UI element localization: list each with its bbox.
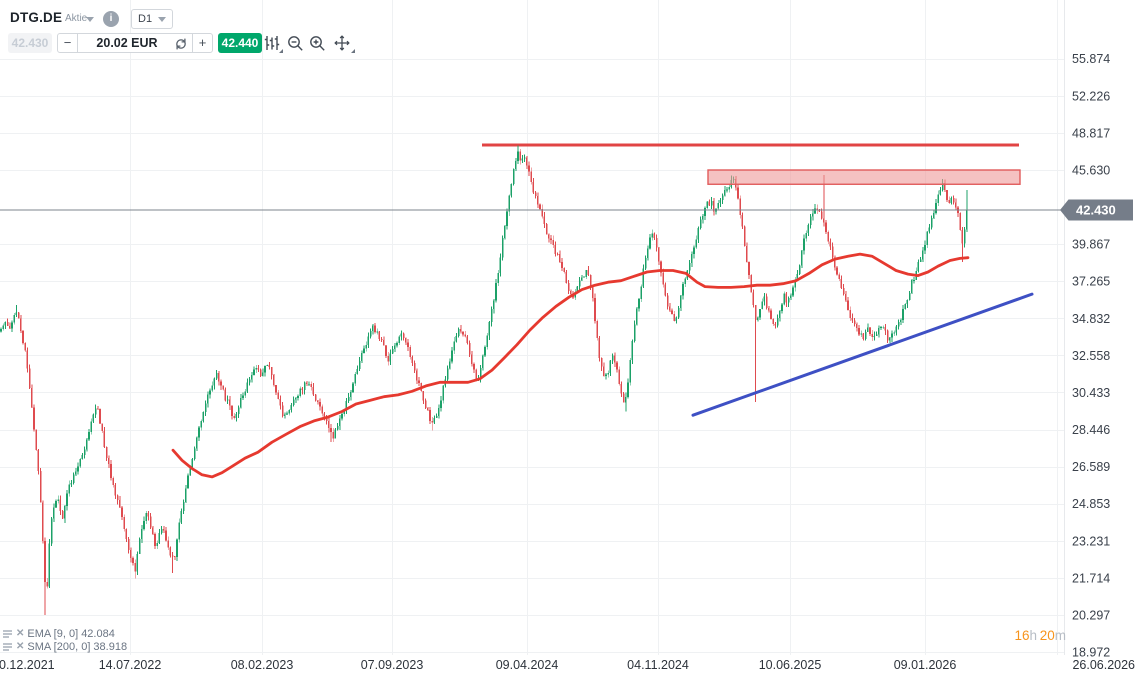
svg-text:20.297: 20.297	[1072, 608, 1110, 622]
decrease-amount-button[interactable]: −	[57, 33, 78, 53]
pan-move-icon[interactable]	[333, 34, 351, 52]
indicator-remove-icon[interactable]: ✕	[16, 628, 25, 639]
svg-text:08.02.2023: 08.02.2023	[231, 658, 294, 672]
symbol-dropdown-caret-icon[interactable]	[86, 17, 94, 22]
legend-row-ema: ✕ EMA [9, 0] 42.084	[2, 627, 115, 640]
chart-type-icon[interactable]	[263, 34, 281, 52]
timeframe-caret-icon	[158, 16, 166, 22]
sma-legend-label: SMA [200, 0] 38.918	[27, 640, 128, 653]
timeframe-select[interactable]: D1	[131, 9, 173, 29]
svg-text:45.630: 45.630	[1072, 164, 1110, 178]
countdown-minutes-unit: m	[1054, 628, 1066, 643]
indicator-remove-icon[interactable]: ✕	[16, 641, 25, 652]
indicator-settings-icon[interactable]	[2, 642, 13, 652]
svg-text:26.06.2026: 26.06.2026	[1072, 658, 1135, 672]
svg-text:09.01.2026: 09.01.2026	[894, 658, 957, 672]
svg-text:34.832: 34.832	[1072, 312, 1110, 326]
svg-text:48.817: 48.817	[1072, 126, 1110, 140]
svg-text:21.714: 21.714	[1072, 571, 1110, 585]
zoom-out-icon[interactable]	[287, 35, 305, 53]
pan-dropdown-icon[interactable]	[351, 49, 355, 53]
trend-line[interactable]	[691, 292, 1034, 417]
svg-text:37.265: 37.265	[1072, 275, 1110, 289]
increase-amount-button[interactable]: +	[192, 33, 213, 53]
countdown-hours-unit: h	[1029, 628, 1038, 643]
svg-text:0.12.2021: 0.12.2021	[0, 658, 55, 672]
svg-text:07.09.2023: 07.09.2023	[361, 658, 424, 672]
countdown-minutes: 20	[1039, 628, 1055, 643]
svg-text:32.558: 32.558	[1072, 349, 1110, 363]
timeframe-label: D1	[138, 13, 153, 25]
svg-text:04.11.2024: 04.11.2024	[627, 658, 689, 672]
svg-text:42.430: 42.430	[1076, 202, 1116, 217]
svg-text:52.226: 52.226	[1072, 89, 1110, 103]
sma200-line[interactable]	[171, 252, 970, 479]
svg-text:39.867: 39.867	[1072, 238, 1110, 252]
current-price-tag: 42.430	[1060, 199, 1133, 221]
indicator-settings-icon[interactable]	[2, 629, 13, 639]
grid-lines	[0, 0, 1065, 655]
svg-text:23.231: 23.231	[1072, 534, 1110, 548]
resistance-zone[interactable]	[707, 169, 1021, 185]
date-axis[interactable]: 0.12.2021 14.07.2022 08.02.2023 07.09.2023 0…	[0, 658, 1135, 672]
info-icon[interactable]: i	[103, 11, 119, 27]
countdown-hours: 16	[1014, 628, 1030, 643]
amount-input[interactable]	[78, 34, 170, 52]
svg-text:30.433: 30.433	[1072, 386, 1110, 400]
svg-text:09.04.2024: 09.04.2024	[496, 658, 559, 672]
session-countdown: 16h 20m	[1014, 628, 1066, 643]
svg-text:24.853: 24.853	[1072, 497, 1110, 511]
zoom-in-icon[interactable]	[309, 35, 327, 53]
candlestick-series	[0, 145, 968, 615]
svg-text:10.06.2025: 10.06.2025	[759, 658, 822, 672]
svg-text:55.874: 55.874	[1072, 52, 1110, 66]
bid-price-badge: 42.430	[8, 33, 52, 53]
refresh-icon[interactable]	[174, 37, 188, 56]
svg-text:26.589: 26.589	[1072, 460, 1110, 474]
svg-text:14.07.2022: 14.07.2022	[99, 658, 162, 672]
instrument-type-label: Aktie	[65, 13, 88, 24]
order-amount-group: − +	[57, 33, 213, 53]
ask-price-badge[interactable]: 42.440	[218, 33, 262, 53]
svg-text:18.972: 18.972	[1072, 646, 1110, 660]
amount-box	[77, 33, 193, 53]
symbol-label[interactable]: DTG.DE	[10, 10, 63, 25]
legend-row-sma: ✕ SMA [200, 0] 38.918	[2, 640, 127, 653]
chart-type-dropdown-icon[interactable]	[279, 49, 283, 53]
price-axis[interactable]: 55.874 52.226 48.817 45.630 39.867 37.265 34.8…	[1072, 52, 1110, 659]
ema-legend-label: EMA [9, 0] 42.084	[27, 627, 115, 640]
svg-text:28.446: 28.446	[1072, 423, 1110, 437]
